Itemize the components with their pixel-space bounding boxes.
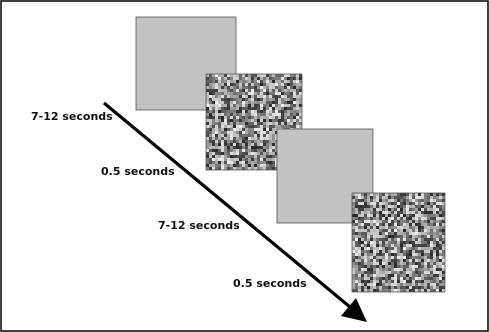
- step-2-duration-label: 0.5 seconds: [101, 165, 175, 178]
- step-1-duration-label: 7-12 seconds: [31, 110, 113, 123]
- step-3-duration-label: 7-12 seconds: [158, 219, 240, 232]
- step-4-noise-mask: [351, 192, 446, 293]
- step-4-duration-label: 0.5 seconds: [233, 277, 307, 290]
- diagonal-arrow-icon: [102, 101, 367, 322]
